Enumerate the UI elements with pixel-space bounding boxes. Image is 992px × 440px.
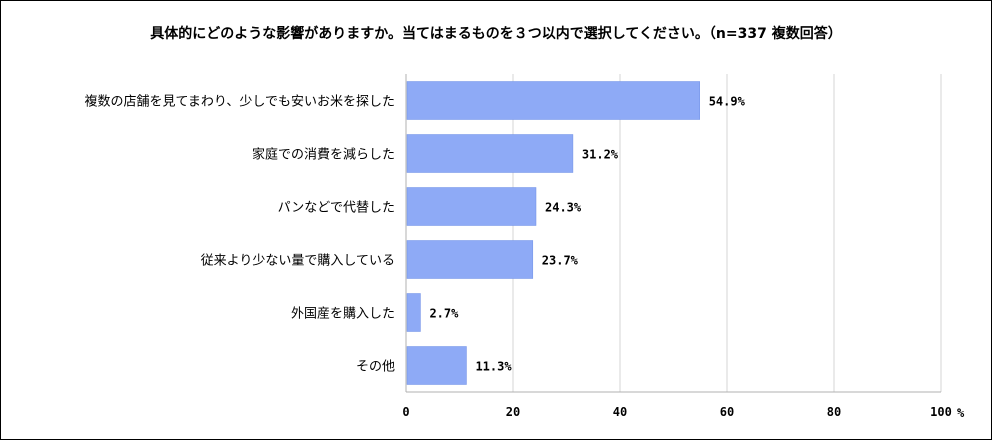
bar [406,240,534,279]
value-label: 24.3% [545,201,582,215]
category-label: 複数の店舗を見てまわり、少しでも安いお米を探した [85,94,395,110]
value-label: 11.3% [475,360,512,374]
bar [406,134,574,173]
value-label: 23.7% [542,254,579,268]
value-label: 31.2% [582,148,619,162]
x-tick-label: 20 [506,405,520,419]
category-label: 家庭での消費を減らした [252,147,395,163]
x-tick-label: 100 [930,405,952,419]
x-unit-label: % [957,406,965,420]
x-tick-label: 0 [402,405,409,419]
value-label: 2.7% [429,307,459,321]
x-tick-label: 40 [613,405,627,419]
category-label: パンなどで代替した [278,201,395,216]
value-label: 54.9% [709,95,746,109]
category-label: 従来より少ない量で購入している [201,254,395,269]
x-tick-label: 60 [720,405,734,419]
bar [406,346,467,385]
bar [406,81,700,120]
bar [406,293,421,332]
x-tick-label: 80 [827,405,841,419]
category-label: 外国産を購入した [291,306,395,322]
category-label: その他 [356,360,395,375]
bar [406,187,537,226]
chart-title: 具体的にどのような影響がありますか。当てはまるものを３つ以内で選択してください。… [150,26,842,42]
